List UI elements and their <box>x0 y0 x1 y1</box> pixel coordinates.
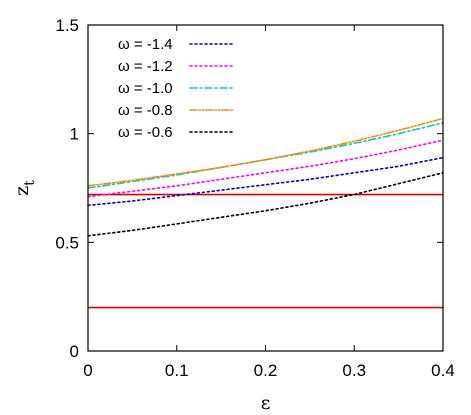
y-axis-title-main: z <box>11 186 33 196</box>
y-axis: 0 0.5 1 1.5 <box>55 16 443 361</box>
series-line-1 <box>87 156 444 207</box>
x-tick-label: 0.4 <box>431 361 455 380</box>
y-tick-label: 0.5 <box>55 233 79 252</box>
x-tick-label: 0 <box>83 361 92 380</box>
legend-label-4: ω = -0.8 <box>118 102 173 119</box>
legend: ω = -1.4 ω = -1.2 ω = -1.0 ω = -0.8 ω = -0.6 <box>118 36 234 141</box>
y-tick-label: 1.5 <box>55 16 79 35</box>
x-axis-title: ε <box>261 392 271 414</box>
x-tick-label: 0.1 <box>165 361 189 380</box>
x-tick-label: 0.2 <box>254 361 278 380</box>
y-tick-label: 0 <box>70 342 79 361</box>
series-line-4 <box>87 117 444 187</box>
x-tick-label: 0.3 <box>342 361 366 380</box>
series-line-5 <box>87 172 444 237</box>
plot-marks <box>87 117 444 309</box>
series-line-2 <box>87 139 444 198</box>
y-tick-label: 1 <box>70 125 79 144</box>
legend-label-1: ω = -1.4 <box>118 36 173 53</box>
legend-label-3: ω = -1.0 <box>118 80 173 97</box>
y-axis-title: zt <box>11 180 38 196</box>
legend-label-2: ω = -1.2 <box>118 58 173 75</box>
legend-label-5: ω = -0.6 <box>118 124 173 141</box>
y-axis-title-subscript: t <box>22 180 38 186</box>
x-axis: 0 0.1 0.2 0.3 0.4 <box>83 25 455 380</box>
